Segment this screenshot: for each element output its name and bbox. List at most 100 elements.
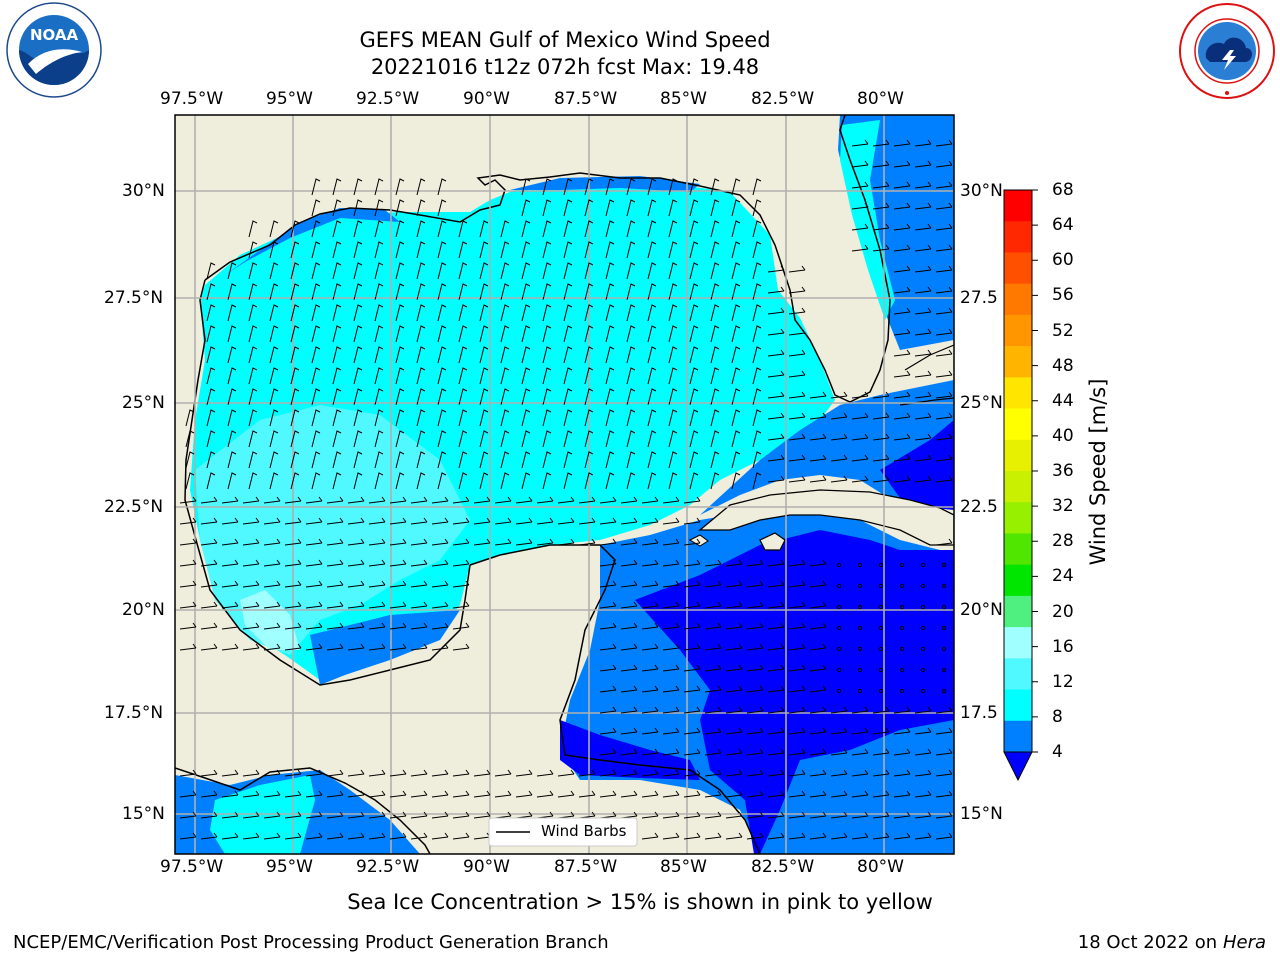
wind-barb — [809, 433, 827, 441]
wind-barb — [872, 832, 890, 840]
wind-barb — [578, 496, 596, 504]
wind-barb — [227, 388, 237, 406]
wind-barb — [374, 430, 384, 448]
wind-barb — [599, 748, 617, 756]
wind-barb — [605, 304, 615, 322]
colorbar-tick-label: 48 — [1052, 355, 1074, 376]
wind-barb — [893, 370, 911, 378]
wind-barb — [752, 325, 762, 343]
wind-barb — [248, 430, 258, 448]
colorbar — [1003, 189, 1038, 782]
wind-barb — [374, 304, 384, 322]
colorbar-bin — [1004, 377, 1032, 410]
wind-barb — [725, 643, 743, 651]
wind-barb — [935, 160, 953, 168]
wind-barb — [647, 388, 657, 406]
wind-barb — [710, 430, 720, 448]
wind-barb — [326, 769, 344, 777]
wind-barb — [368, 538, 386, 546]
wind-barb — [269, 472, 279, 490]
wind-barb — [641, 664, 659, 672]
wind-barb — [290, 409, 300, 427]
wind-barb — [326, 790, 344, 798]
wind-barb — [494, 790, 512, 798]
wind-barb — [788, 622, 806, 630]
wind-barb — [563, 220, 573, 238]
wind-barb — [872, 433, 890, 441]
wind-barb — [851, 244, 869, 252]
wind-barb — [521, 409, 531, 427]
colorbar-tick-label: 12 — [1052, 671, 1074, 692]
wind-barb — [584, 262, 594, 280]
wind-barb — [368, 580, 386, 588]
wind-barb — [395, 199, 405, 217]
wind-calm-marker — [836, 667, 842, 673]
wind-barb — [641, 538, 659, 546]
wind-barb — [767, 475, 785, 483]
wind-barb — [563, 304, 573, 322]
wind-barb — [605, 241, 615, 259]
colorbar-tick-label: 56 — [1052, 285, 1074, 306]
wind-barb — [893, 475, 911, 483]
wind-calm-marker — [899, 667, 905, 673]
wind-calm-marker — [941, 667, 947, 673]
wind-barb — [521, 178, 531, 196]
wind-barb — [227, 346, 237, 364]
wind-barb — [746, 790, 764, 798]
lat-tick-left: 15°N — [122, 804, 165, 824]
wind-barb — [893, 706, 911, 714]
wind-barb — [284, 601, 302, 609]
wind-barb — [752, 241, 762, 259]
wind-barb — [179, 601, 197, 609]
wind-barb — [914, 286, 932, 294]
wind-barb — [521, 388, 531, 406]
wind-barb — [431, 538, 449, 546]
sea-ice-caption-text: Sea Ice Concentration > 15% is shown in … — [347, 890, 933, 914]
wind-barb — [914, 706, 932, 714]
wind-barb — [416, 178, 426, 196]
wind-barb — [347, 559, 365, 567]
lon-tick-top: 92.5°W — [356, 89, 420, 109]
wind-barb — [731, 241, 741, 259]
wind-barb — [641, 496, 659, 504]
wind-barb — [479, 409, 489, 427]
wind-barb — [389, 769, 407, 777]
lat-tick-right: 30°N — [960, 181, 1003, 201]
wind-calm-marker — [836, 646, 842, 652]
wind-barb — [662, 559, 680, 567]
wind-barb — [437, 262, 447, 280]
wind-barb — [872, 790, 890, 798]
wind-barb — [557, 538, 575, 546]
wind-barb — [563, 325, 573, 343]
wind-barb — [416, 199, 426, 217]
colorbar-bin — [1004, 595, 1032, 628]
wind-barb — [620, 580, 638, 588]
wind-barb — [788, 307, 806, 315]
lon-tick-bottom: 87.5°W — [554, 857, 618, 877]
colorbar-bin — [1004, 314, 1032, 347]
wind-barb — [599, 769, 617, 777]
lat-tick-left: 25°N — [122, 393, 165, 413]
wind-barb — [935, 139, 953, 147]
wind-barb — [242, 643, 260, 651]
wind-barb — [809, 391, 827, 399]
wind-calm-marker — [941, 562, 947, 568]
wind-barb — [500, 430, 510, 448]
wind-barb — [305, 517, 323, 525]
wind-barb — [725, 622, 743, 630]
wind-barb — [683, 559, 701, 567]
wind-barb — [248, 283, 258, 301]
wind-barb — [200, 622, 218, 630]
wind-barb — [647, 220, 657, 238]
wind-barb — [410, 580, 428, 588]
wind-barb — [563, 199, 573, 217]
wind-barb — [683, 832, 701, 840]
wind-barb — [200, 790, 218, 798]
wind-barb — [536, 496, 554, 504]
wind-barb — [626, 199, 636, 217]
wind-barb — [668, 472, 678, 490]
lat-tick-left: 20°N — [122, 600, 165, 620]
wind-barb — [479, 283, 489, 301]
wind-barb — [326, 580, 344, 588]
wind-barb — [284, 832, 302, 840]
